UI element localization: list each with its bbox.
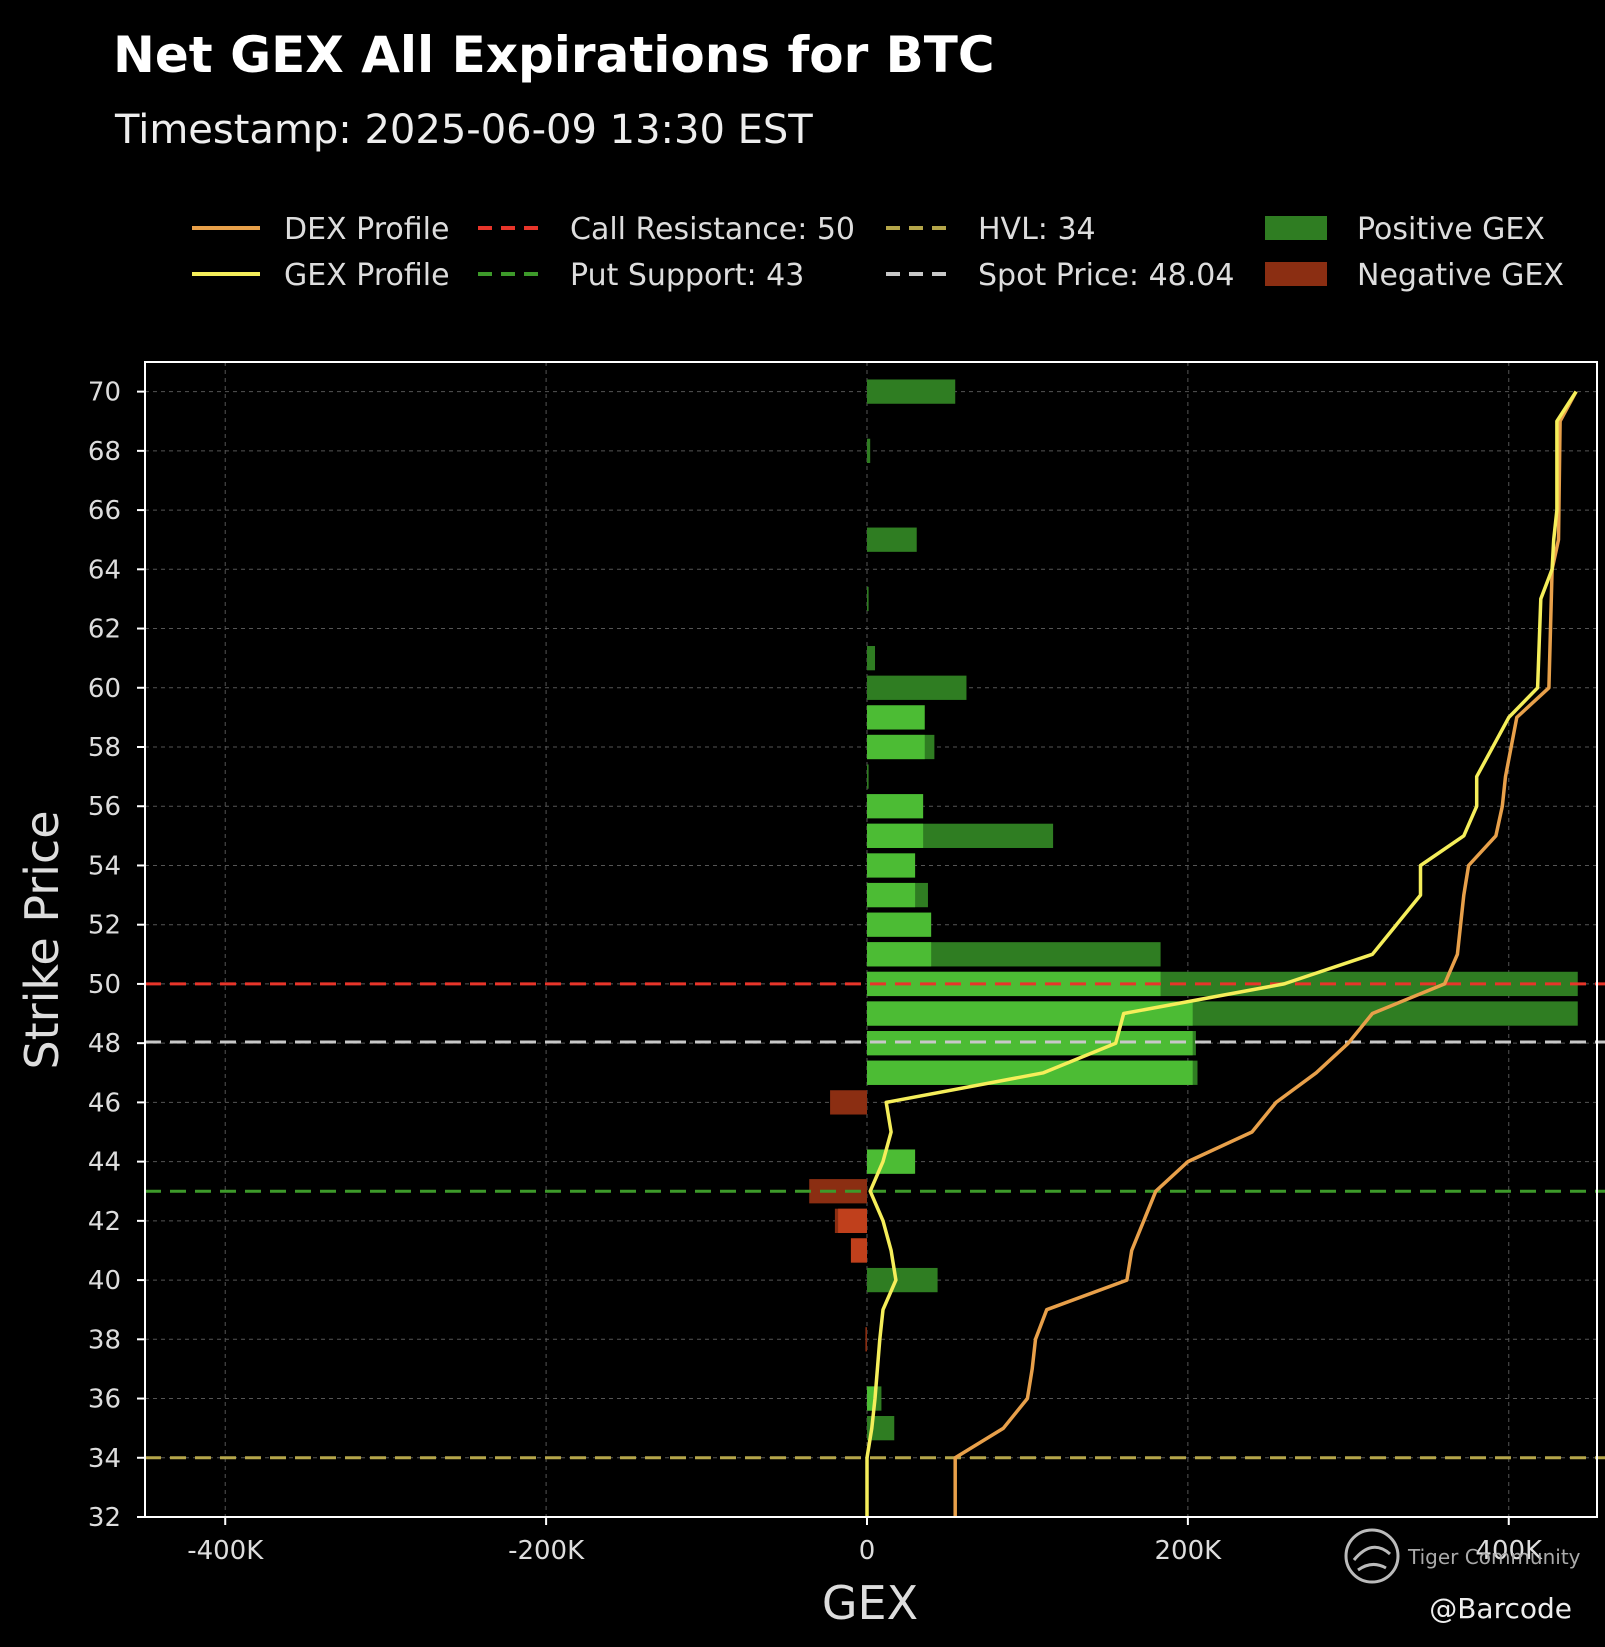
- legend-label: GEX Profile: [284, 258, 450, 293]
- legend-item: Put Support: 43: [478, 258, 804, 293]
- x-tick-label: -200K: [508, 1536, 585, 1566]
- legend-item: Negative GEX: [1265, 258, 1564, 293]
- gex-bar: [866, 527, 917, 552]
- x-tick-label: -400K: [187, 1536, 264, 1566]
- legend-item: Call Resistance: 50: [478, 212, 855, 247]
- x-tick-label: 0: [859, 1536, 876, 1566]
- gex-bar-weekly: [866, 1060, 1193, 1085]
- gex-bar-weekly: [866, 823, 924, 848]
- gex-bar-weekly: [850, 1238, 867, 1263]
- series-line-gex-profile: [865, 390, 1578, 1517]
- legend-label: Call Resistance: 50: [570, 212, 855, 247]
- gex-bar-weekly: [866, 971, 1161, 997]
- legend-label: Put Support: 43: [570, 258, 804, 293]
- y-tick-label: 40: [88, 1266, 121, 1296]
- plot-frame: [144, 361, 1598, 1518]
- y-tick-label: 66: [88, 496, 121, 526]
- level-lines: [145, 982, 1605, 1460]
- gex-bar-weekly: [866, 853, 916, 878]
- y-tick-label: 52: [88, 911, 121, 941]
- watermark-text: Tiger Community: [1407, 1545, 1581, 1569]
- gex-bar-weekly: [866, 734, 925, 760]
- x-tick-label: 200K: [1155, 1536, 1223, 1566]
- gex-bar: [866, 438, 871, 463]
- y-tick-label: 42: [88, 1207, 121, 1237]
- legend-item: DEX Profile: [192, 212, 449, 247]
- y-tick-label: 32: [88, 1503, 121, 1533]
- gex-bar: [866, 1267, 938, 1293]
- gex-bar: [866, 646, 876, 671]
- chart-title: Net GEX All Expirations for BTC: [113, 26, 995, 84]
- credit-text: @Barcode: [1429, 1592, 1572, 1625]
- legend-item: GEX Profile: [192, 258, 450, 293]
- gex-bar: [865, 1327, 867, 1352]
- y-tick-label: 56: [88, 792, 121, 822]
- legend-label: Negative GEX: [1357, 258, 1564, 293]
- legend-label: Spot Price: 48.04: [978, 258, 1234, 293]
- gex-bar-weekly: [866, 705, 925, 730]
- gex-bar: [866, 379, 956, 404]
- gex-bar-weekly: [866, 794, 924, 819]
- legend: DEX Profile GEX Profile Call Resistance: 5…: [192, 212, 1564, 293]
- x-tick-label: 400K: [1475, 1536, 1543, 1566]
- y-tick-label: 36: [88, 1385, 121, 1415]
- profile-lines: [865, 390, 1578, 1517]
- legend-label: DEX Profile: [284, 212, 449, 247]
- gex-bar-weekly: [866, 1386, 876, 1411]
- gex-bar-weekly: [866, 1001, 1193, 1026]
- legend-swatch: [1265, 216, 1327, 240]
- legend-label: HVL: 34: [978, 212, 1096, 247]
- y-tick-label: 68: [88, 437, 121, 467]
- x-axis-ticks: -400K -200K 0 200K 400K: [187, 1517, 1543, 1566]
- legend-label: Positive GEX: [1357, 212, 1545, 247]
- plot-area: -400K -200K 0 200K 400K 32 34 36 38 40 42 44 46 48 50…: [88, 361, 1605, 1566]
- y-tick-label: 44: [88, 1148, 121, 1178]
- y-tick-label: 64: [88, 555, 121, 585]
- legend-item: HVL: 34: [886, 212, 1096, 247]
- legend-item: Spot Price: 48.04: [886, 258, 1234, 293]
- gex-bar: [866, 764, 869, 789]
- gex-bar-weekly: [838, 1208, 867, 1233]
- gex-bar: [866, 675, 967, 700]
- chart-subtitle: Timestamp: 2025-06-09 13:30 EST: [114, 107, 813, 153]
- y-tick-label: 48: [88, 1029, 121, 1059]
- y-axis-label: Strike Price: [15, 810, 69, 1069]
- gex-bar-weekly: [866, 912, 932, 937]
- gex-bar: [830, 1090, 867, 1115]
- y-axis-ticks: 32 34 36 38 40 42 44 46 48 50 52 54 56 58 60 62 64 66 68 70: [88, 378, 145, 1533]
- legend-swatch: [1265, 262, 1327, 286]
- gex-bar-weekly: [866, 882, 916, 908]
- series-line-dex-profile: [953, 390, 1578, 1517]
- y-tick-label: 50: [88, 970, 121, 1000]
- y-tick-label: 46: [88, 1088, 121, 1118]
- legend-item: Positive GEX: [1265, 212, 1545, 247]
- y-tick-label: 60: [88, 674, 121, 704]
- y-tick-label: 54: [88, 851, 121, 881]
- tiger-logo-icon: [1344, 1528, 1400, 1584]
- y-tick-label: 62: [88, 615, 121, 645]
- y-tick-label: 70: [88, 378, 121, 408]
- gex-bar-weekly: [866, 1149, 916, 1174]
- y-tick-label: 58: [88, 733, 121, 763]
- gex-bar: [866, 586, 869, 612]
- x-axis-label: GEX: [822, 1576, 918, 1630]
- y-tick-label: 34: [88, 1444, 121, 1474]
- y-tick-label: 38: [88, 1325, 121, 1355]
- gex-bar-weekly: [866, 942, 932, 967]
